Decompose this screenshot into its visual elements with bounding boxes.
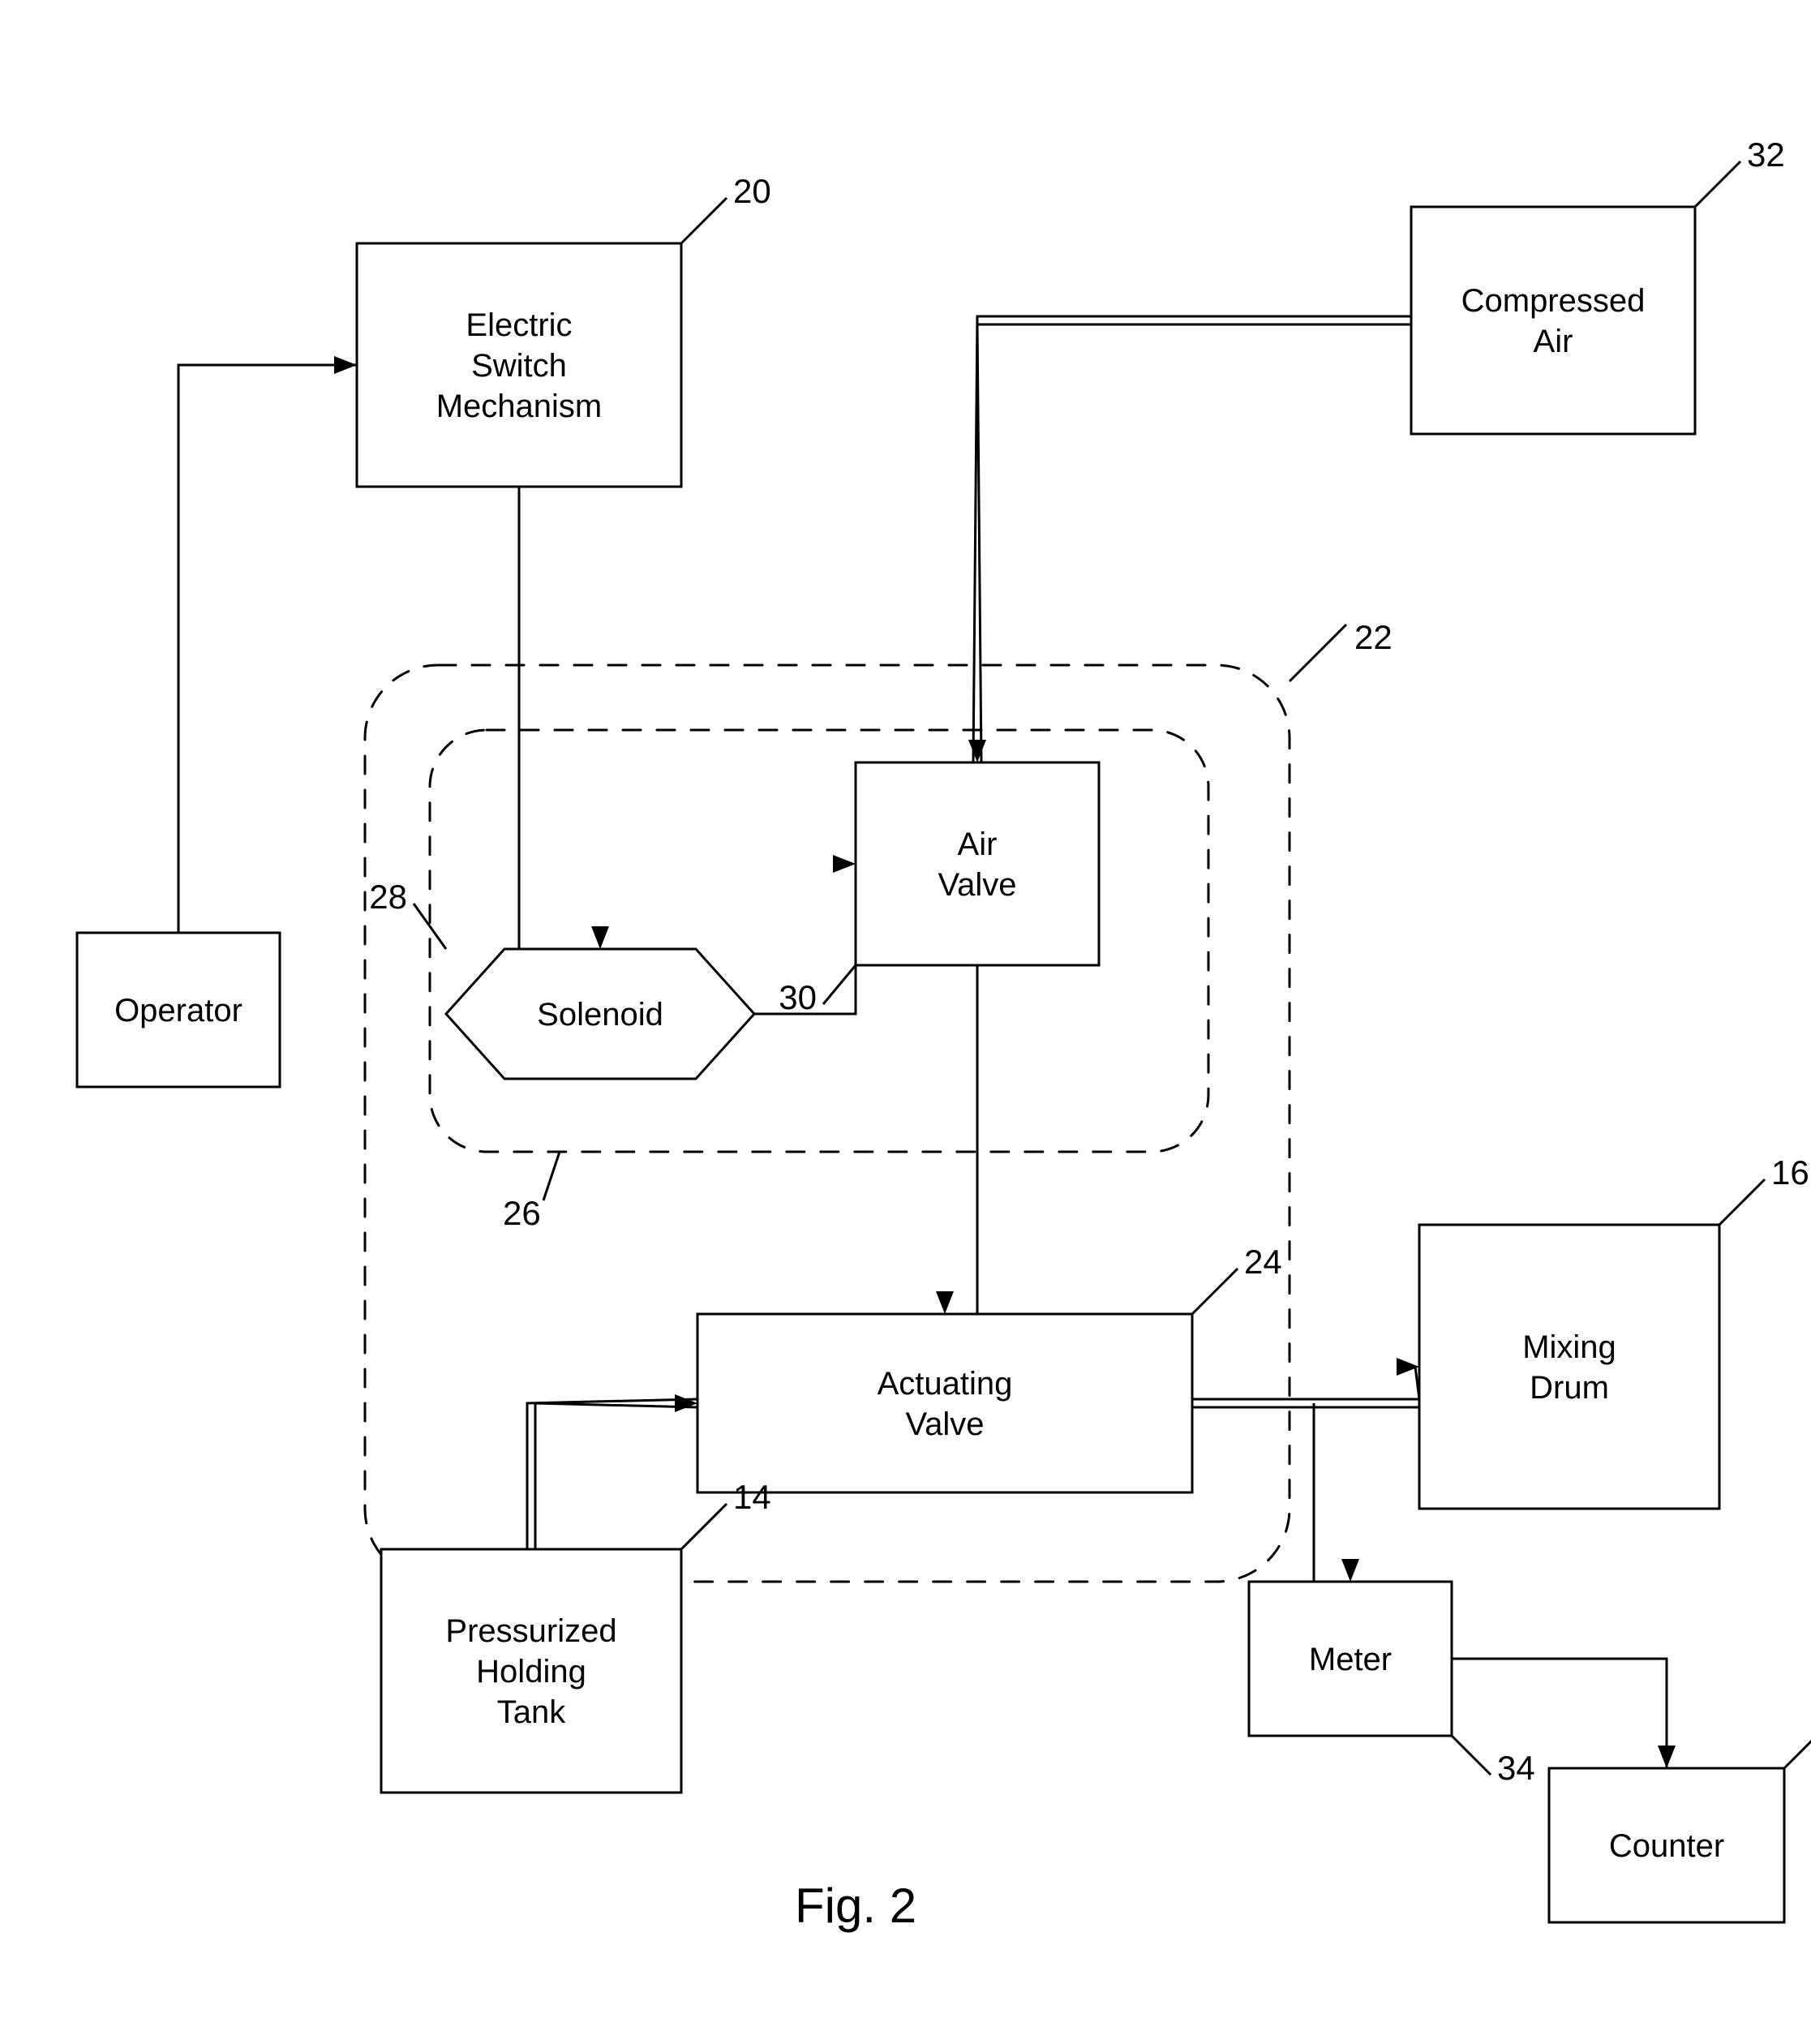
node-tank-label-1: Holding <box>476 1654 586 1690</box>
node-compressed-label-1: Air <box>1534 324 1573 359</box>
node-compressed-label-0: Compressed <box>1461 283 1646 319</box>
ref-24: 24 <box>1244 1243 1282 1281</box>
node-meter: Meter <box>1249 1582 1452 1736</box>
node-actuating-label-0: Actuating <box>878 1366 1013 1402</box>
ref-16: 16 <box>1771 1153 1809 1192</box>
ref-30: 30 <box>779 978 817 1016</box>
ref-34: 34 <box>1497 1749 1535 1787</box>
ref-14: 14 <box>733 1478 771 1516</box>
node-mixing: Mixing Drum <box>1419 1225 1719 1509</box>
node-switch-label-2: Mechanism <box>436 389 603 424</box>
node-airvalve: Air Valve <box>856 762 1099 965</box>
node-operator-label-0: Operator <box>114 993 242 1028</box>
node-meter-label-0: Meter <box>1309 1642 1392 1677</box>
node-solenoid: Solenoid <box>446 949 754 1079</box>
node-switch-label-0: Electric <box>466 307 572 343</box>
node-tank-label-2: Tank <box>497 1694 566 1730</box>
node-mixing-label-1: Drum <box>1530 1370 1609 1406</box>
node-switch-label-1: Switch <box>471 348 567 384</box>
node-solenoid-label-0: Solenoid <box>537 997 663 1033</box>
ref-20: 20 <box>733 172 771 210</box>
node-counter: Counter <box>1549 1768 1784 1922</box>
ref-22: 22 <box>1354 618 1393 656</box>
node-airvalve-label-0: Air <box>958 827 998 862</box>
node-airvalve-label-1: Valve <box>938 867 1016 903</box>
ref-32: 32 <box>1747 135 1785 174</box>
ref-28: 28 <box>369 878 407 916</box>
ref-26: 26 <box>503 1194 541 1232</box>
node-tank-label-0: Pressurized <box>445 1613 616 1649</box>
node-actuating-label-1: Valve <box>905 1406 984 1442</box>
node-tank: Pressurized Holding Tank <box>381 1549 681 1793</box>
figure-label: Fig. 2 <box>795 1879 916 1933</box>
node-compressed: Compressed Air <box>1411 207 1695 434</box>
node-mixing-label-0: Mixing <box>1522 1329 1616 1365</box>
node-counter-label-0: Counter <box>1609 1828 1724 1864</box>
node-actuating: Actuating Valve <box>697 1314 1192 1492</box>
node-operator: Operator <box>77 933 280 1087</box>
node-switch: Electric Switch Mechanism <box>357 243 681 487</box>
